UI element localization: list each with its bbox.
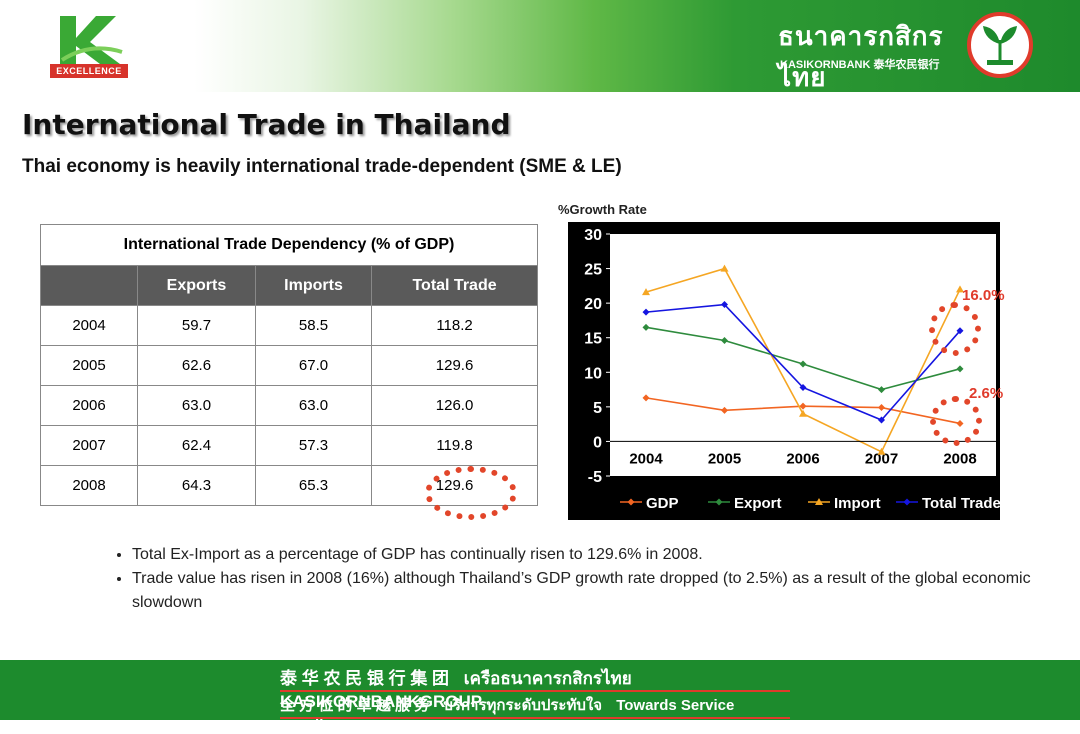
table-row: 2004 59.7 58.5 118.2 <box>40 305 538 346</box>
data-point <box>877 447 886 455</box>
data-point <box>878 416 885 424</box>
chart-y-axis-label: %Growth Rate <box>558 202 647 217</box>
x-tick-label: 2007 <box>865 450 898 467</box>
y-tick-label: 20 <box>584 296 602 313</box>
chart-plot-area <box>610 234 996 476</box>
y-tick-label: -5 <box>588 469 602 486</box>
legend-marker <box>815 498 823 505</box>
logo-excellence-label: EXCELLENCE <box>50 64 128 78</box>
table-cell: 62.4 <box>137 425 256 466</box>
y-tick-label: 25 <box>584 262 602 279</box>
footer-thai-group: เครือธนาคารกสิกรไทย <box>463 669 632 688</box>
x-tick-label: 2004 <box>629 450 663 467</box>
data-point <box>799 409 807 417</box>
data-point <box>642 288 650 296</box>
bullet-item: Trade value has risen in 2008 (16%) alth… <box>132 567 1032 615</box>
highlight-circle-total-2008 <box>425 466 517 520</box>
footer-chinese-group: 泰 华 农 民 银 行 集 团 <box>280 669 450 688</box>
table-caption-row: International Trade Dependency (% of GDP… <box>40 224 538 266</box>
legend-marker <box>903 498 911 506</box>
data-point <box>721 406 728 414</box>
table-cell: 59.7 <box>137 305 256 346</box>
y-tick-label: 30 <box>584 227 602 244</box>
data-point <box>799 383 807 391</box>
legend-label: Total Trade <box>922 495 1000 512</box>
table-cell: 65.3 <box>254 465 373 506</box>
highlight-circle-gdp-2008 <box>930 396 982 446</box>
page-subtitle: Thai economy is heavily international tr… <box>22 156 622 177</box>
data-point <box>642 323 650 331</box>
x-tick-label: 2006 <box>786 450 819 467</box>
table-header-row: Exports Imports Total Trade <box>40 265 538 306</box>
table-cell: 62.6 <box>137 345 256 386</box>
table-header-cell: Total Trade <box>371 265 538 306</box>
bank-name-en: KASIKORNBANK 泰华农民银行 <box>780 59 940 71</box>
data-point <box>721 336 728 344</box>
data-point <box>878 386 885 394</box>
data-point <box>956 365 964 373</box>
x-tick-label: 2008 <box>943 450 976 467</box>
table-cell: 2004 <box>40 305 138 346</box>
table-cell: 57.3 <box>254 425 373 466</box>
table-cell: 63.0 <box>137 385 256 426</box>
legend-label: GDP <box>646 495 679 512</box>
data-point <box>878 404 885 412</box>
table-header-cell: Exports <box>137 265 256 306</box>
data-point <box>721 301 728 309</box>
table-row: 2007 62.4 57.3 119.8 <box>40 425 538 466</box>
data-point <box>720 264 729 272</box>
bullet-list: Total Ex-Import as a percentage of GDP h… <box>112 543 1032 615</box>
table-cell: 63.0 <box>254 385 373 426</box>
table-caption: International Trade Dependency (% of GDP… <box>40 224 538 266</box>
gdp-annotation: 2.6% <box>969 385 1004 402</box>
table-cell: 129.6 <box>371 345 538 386</box>
data-point <box>642 394 650 402</box>
trade-dependency-table: International Trade Dependency (% of GDP… <box>40 224 538 506</box>
table-cell: 118.2 <box>371 305 538 346</box>
table-cell: 126.0 <box>371 385 538 426</box>
bank-logo: ธนาคารกสิกรไทย KASIKORNBANK 泰华农民银行 <box>778 12 962 92</box>
legend-marker <box>627 498 635 506</box>
data-point <box>956 285 964 293</box>
table-cell: 64.3 <box>137 465 256 506</box>
total-trade-annotation: 16.0% <box>962 287 1005 304</box>
header-banner <box>0 0 1080 92</box>
table-cell: 2006 <box>40 385 138 426</box>
table-row: 2005 62.6 67.0 129.6 <box>40 345 538 386</box>
footer-en-group: KASIKORNBANKGROUP <box>280 692 483 711</box>
table-cell: 2007 <box>40 425 138 466</box>
page-title: International Trade in Thailand <box>22 108 511 141</box>
table-cell: 67.0 <box>254 345 373 386</box>
legend-label: Export <box>734 495 782 512</box>
data-point <box>799 360 807 368</box>
kasikornbank-emblem-icon <box>967 12 1033 78</box>
y-tick-label: 15 <box>584 331 602 348</box>
legend-label: Import <box>834 495 881 512</box>
footer-thai-slogan: บริการทุกระดับประทับใจ <box>443 697 603 714</box>
k-excellence-logo-icon <box>60 16 123 64</box>
bank-name-thai: ธนาคารกสิกรไทย <box>778 21 944 92</box>
table-header-cell: Imports <box>254 265 373 306</box>
footer-group-line: 泰 华 农 民 银 行 集 团 เครือธนาคารกสิกรไทย KASI… <box>280 664 790 711</box>
table-cell: 119.8 <box>371 425 538 466</box>
table-header-cell <box>40 265 138 306</box>
footer-chinese-slogan: 全 方 位 的 卓 越 服 务 <box>280 697 430 714</box>
data-point <box>642 308 650 316</box>
highlight-circle-total-trade-2008 <box>929 302 981 356</box>
footer-slogan-line: 全 方 位 的 卓 越 服 务 บริการทุกระดับประทับใจ T… <box>280 693 790 734</box>
y-tick-label: 10 <box>584 365 602 382</box>
table-row: 2006 63.0 63.0 126.0 <box>40 385 538 426</box>
legend-marker <box>715 498 723 506</box>
y-tick-label: 0 <box>593 434 602 451</box>
data-point <box>799 402 807 410</box>
growth-rate-line-chart: 30 25 20 15 10 5 0 -5 2004 2005 2006 2007 2008 GDP E… <box>568 222 1000 520</box>
table-cell: 58.5 <box>254 305 373 346</box>
table-cell: 2008 <box>40 465 138 506</box>
table-cell: 2005 <box>40 345 138 386</box>
bullet-item: Total Ex-Import as a percentage of GDP h… <box>132 543 1032 567</box>
y-tick-label: 5 <box>593 400 602 417</box>
x-tick-label: 2005 <box>708 450 741 467</box>
